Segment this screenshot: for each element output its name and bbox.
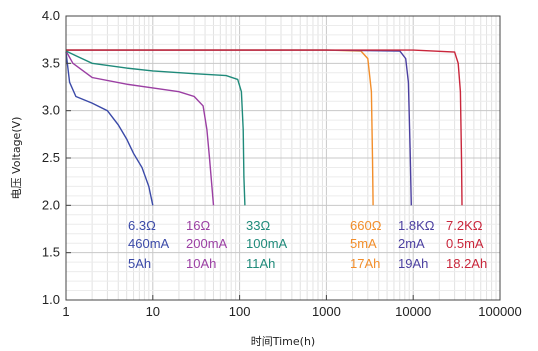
series-label-3: 100mA [246,236,288,251]
y-tick-label: 3.0 [42,103,60,118]
series-line-3 [65,50,246,206]
series-annotations: 6.3Ω 460mA 5Ah 16Ω 200mA 10Ah 33Ω 100mA 11Ah 660Ω… [128,218,487,271]
series-lines [65,49,463,206]
x-tick-label: 10 [146,304,160,319]
series-label-2: 200mA [186,236,228,251]
y-axis-label: 电压 Voltage(V) [10,117,23,200]
series-label-6: 0.5mA [446,236,484,251]
series-label-6: 7.2KΩ [446,218,483,233]
x-tick-label: 1000 [312,304,341,319]
tick-labels: 1 10 100 1000 10000 100000 1.0 1.5 2.0 2.5 3.0 3.5 4… [42,8,522,319]
series-label-2: 16Ω [186,218,210,233]
series-label-4: 660Ω [350,218,382,233]
series-label-3: 11Ah [246,256,275,271]
series-label-5: 2mA [398,236,425,251]
series-label-5: 1.8KΩ [398,218,435,233]
series-line-1 [65,51,154,206]
series-label-1: 6.3Ω [128,218,156,233]
series-label-4: 17Ah [350,256,380,271]
series-line-6 [66,49,463,206]
series-line-2 [65,50,215,206]
series-label-5: 19Ah [398,256,428,271]
series-label-3: 33Ω [246,218,270,233]
x-tick-label: 100 [229,304,251,319]
grid [65,15,500,301]
x-tick-label: 10000 [395,304,431,319]
series-label-1: 460mA [128,236,170,251]
series-label-2: 10Ah [186,256,216,271]
y-tick-label: 1.0 [42,292,60,307]
y-tick-label: 2.0 [42,197,60,212]
x-axis-label: 时间Time(h) [251,335,315,348]
y-tick-label: 4.0 [42,8,60,23]
series-label-6: 18.2Ah [446,256,487,271]
series-label-4: 5mA [350,236,377,251]
x-tick-label: 100000 [478,304,521,319]
y-tick-label: 3.5 [42,55,60,70]
series-line-4 [66,49,374,206]
y-tick-label: 1.5 [42,245,60,260]
y-tick-label: 2.5 [42,150,60,165]
series-label-1: 5Ah [128,256,151,271]
x-tick-label: 1 [62,304,69,319]
